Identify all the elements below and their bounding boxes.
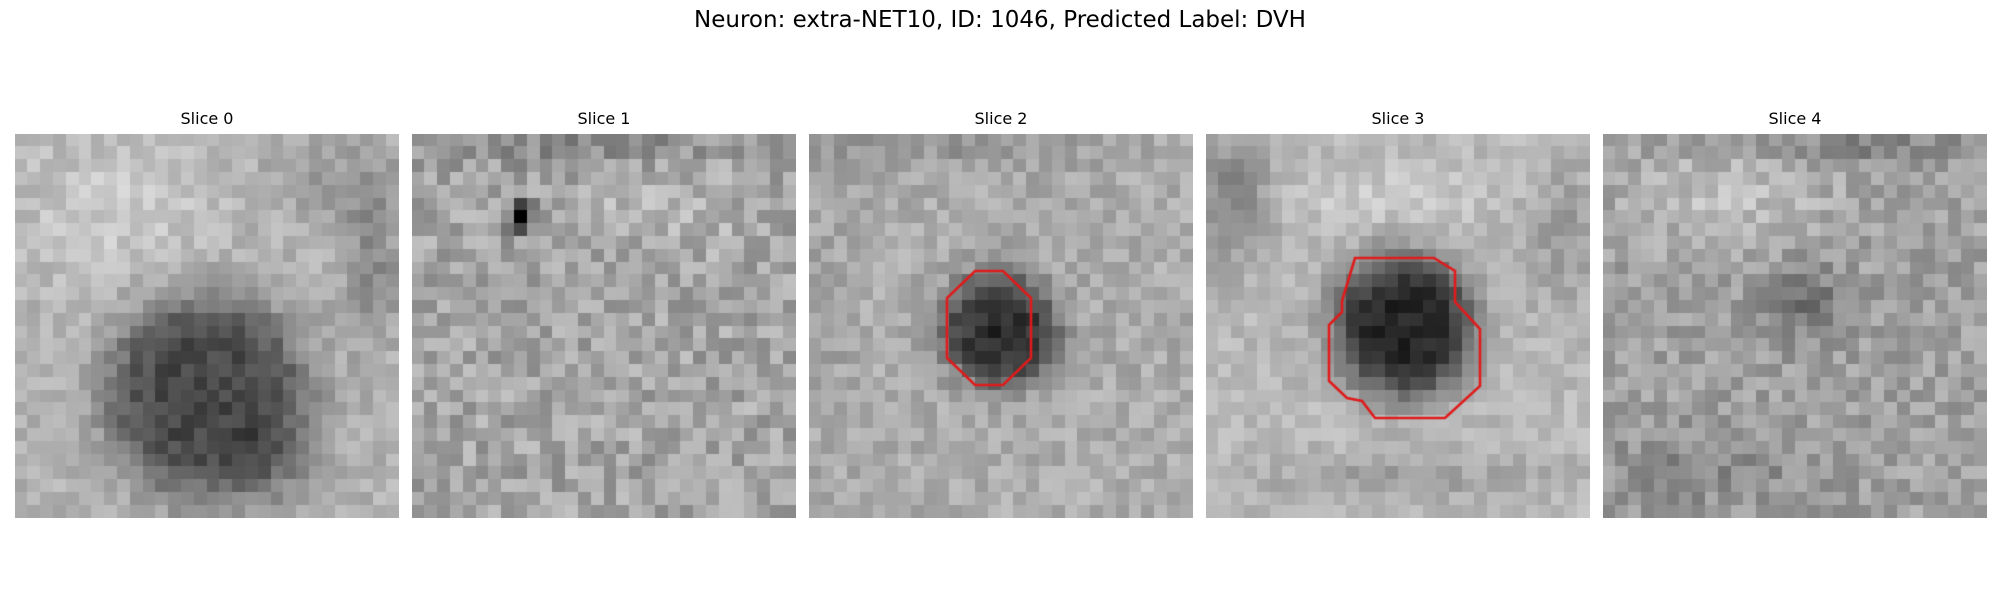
slice-panel-2: Slice 2 <box>809 110 1193 518</box>
slice-title: Slice 0 <box>180 109 234 128</box>
slice-title: Slice 4 <box>1768 109 1822 128</box>
slice-title: Slice 2 <box>974 109 1028 128</box>
slice-panel-1: Slice 1 <box>412 110 796 518</box>
slice-title: Slice 3 <box>1371 109 1425 128</box>
slice-image <box>412 134 796 518</box>
slice-title: Slice 1 <box>577 109 631 128</box>
slice-image <box>1206 134 1590 518</box>
slice-panel-3: Slice 3 <box>1206 110 1590 518</box>
slice-image <box>809 134 1193 518</box>
slice-image <box>1603 134 1987 518</box>
slice-image <box>15 134 399 518</box>
figure-title: Neuron: extra-NET10, ID: 1046, Predicted… <box>694 7 1306 33</box>
slice-panel-0: Slice 0 <box>15 110 399 518</box>
slice-panel-4: Slice 4 <box>1603 110 1987 518</box>
